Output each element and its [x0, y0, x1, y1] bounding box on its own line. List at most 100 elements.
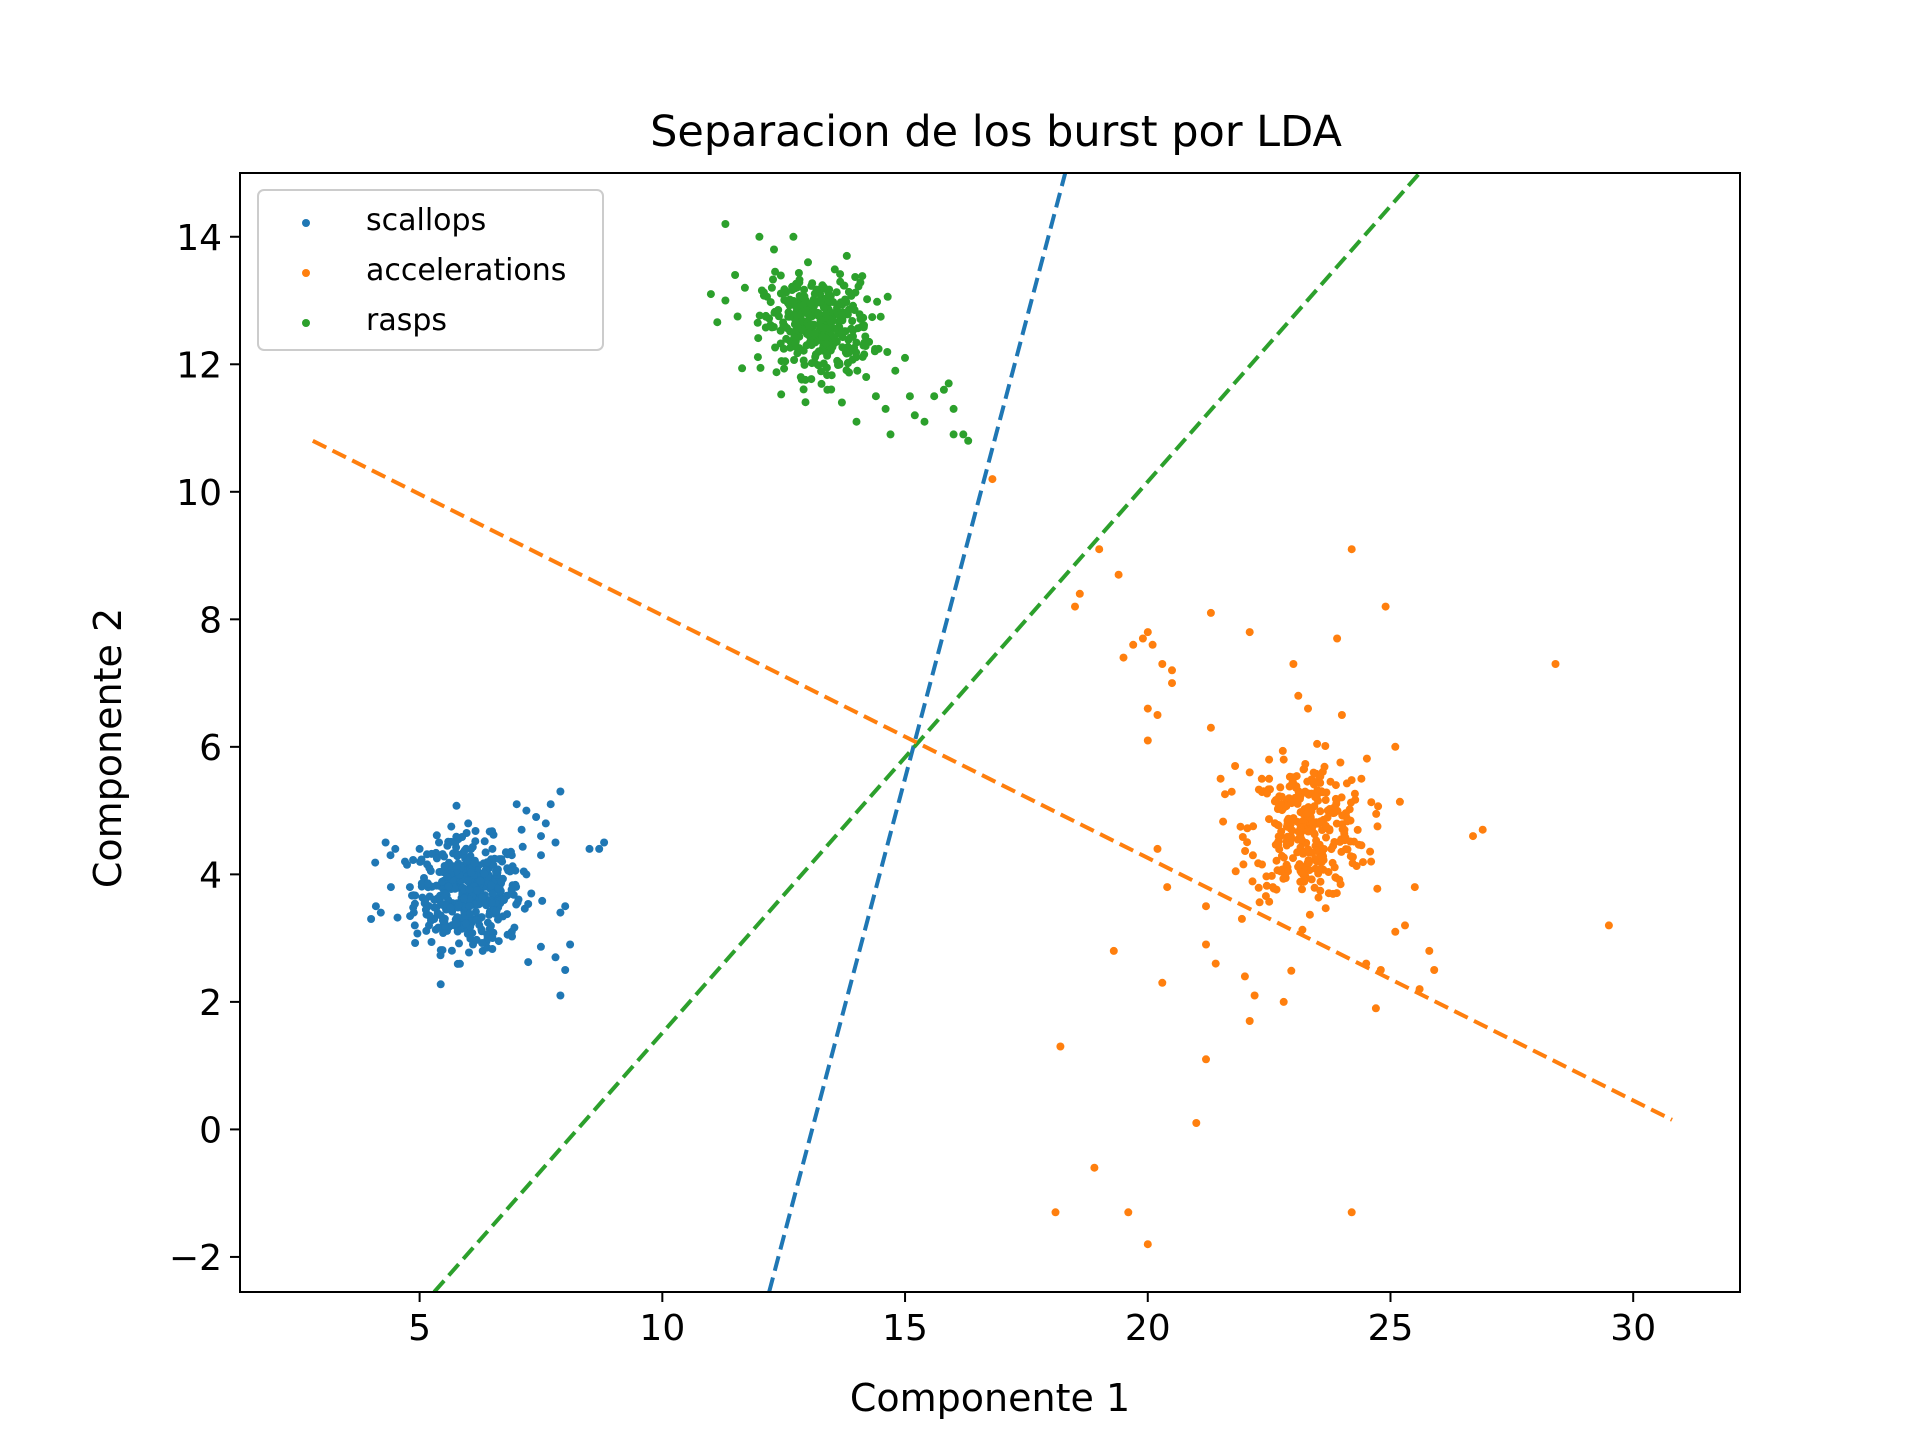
rasps-point [796, 373, 805, 382]
accelerations-point [1231, 762, 1240, 770]
accelerations-point [1308, 848, 1317, 857]
accelerations-point [1281, 872, 1290, 881]
accelerations-point [1297, 868, 1306, 877]
accelerations-point [1279, 997, 1288, 1006]
accelerations-point [1227, 787, 1236, 796]
scallops-point [495, 855, 504, 864]
rasps-point [819, 283, 828, 292]
accelerations-point [1391, 927, 1400, 936]
accelerations-point [1270, 797, 1279, 806]
accelerations-point [1109, 946, 1118, 955]
accelerations-point [1294, 691, 1303, 700]
scallops-point [472, 915, 481, 924]
legend-label-accelerations: accelerations [366, 253, 566, 288]
scallops-point [566, 940, 575, 949]
rasps-point [799, 385, 808, 394]
rasps-point [777, 390, 786, 399]
rasps-point [949, 430, 958, 439]
accelerations-point [1311, 793, 1320, 802]
accelerations-point [1304, 704, 1312, 713]
rasps-point [794, 269, 803, 277]
scallops-point [471, 837, 480, 846]
rasps-point [817, 367, 826, 376]
series-accelerations [988, 475, 1613, 1249]
rasps-point [858, 272, 867, 281]
scallops-point [455, 939, 463, 948]
rasps-point [770, 245, 778, 254]
accelerations-point [1371, 1004, 1380, 1013]
scallops-point [527, 889, 536, 898]
y-tick-label: 2 [199, 983, 222, 1024]
scallops-point [522, 806, 531, 815]
accelerations-point [1343, 817, 1352, 826]
scallops-point [423, 879, 432, 888]
accelerations-point [1336, 758, 1345, 767]
scallops-point [489, 860, 498, 869]
accelerations-point [1321, 742, 1330, 750]
accelerations-point [1143, 736, 1152, 745]
accelerations-point [1309, 768, 1318, 777]
rasps-point [838, 343, 847, 352]
x-axis-ticks: 5 10 15 20 25 30 [408, 1292, 1656, 1349]
scallops-point [465, 902, 474, 910]
scallops-point [451, 884, 459, 893]
rasps-point [862, 373, 871, 381]
accelerations-point [1296, 823, 1305, 832]
scallops-point [464, 819, 473, 828]
rasps-point [767, 283, 776, 292]
rasps-point [733, 312, 742, 321]
accelerations-point [1314, 893, 1323, 902]
rasps-point [754, 334, 763, 343]
accelerations-point [1245, 1017, 1254, 1025]
accelerations-point [1317, 858, 1326, 867]
scallops-point [492, 867, 500, 876]
scallops-point [600, 838, 609, 847]
rasps-point [801, 295, 809, 304]
rasps-point [814, 309, 823, 318]
accelerations-point [1192, 1119, 1201, 1127]
rasps-point [793, 349, 802, 358]
accelerations-point [1337, 711, 1346, 719]
scallops-point [376, 908, 385, 917]
rasps-point [840, 281, 849, 290]
accelerations-point [1295, 860, 1304, 869]
scallops-point [434, 923, 443, 932]
scallops-point [497, 877, 506, 886]
rasps-point [782, 334, 791, 343]
accelerations-point [1202, 940, 1210, 949]
accelerations-point [1206, 723, 1215, 732]
accelerations-point [1332, 873, 1341, 882]
accelerations-point [1138, 634, 1147, 643]
accelerations-point [1075, 589, 1084, 598]
scallops-point [427, 938, 436, 946]
rasps-point [852, 338, 861, 347]
rasps-point [881, 404, 890, 413]
rasps-point [860, 350, 869, 359]
rasps-point [780, 364, 789, 373]
chart-title: Separacion de los burst por LDA [650, 107, 1342, 157]
scallops-point [446, 903, 455, 912]
boundary-line-0 [767, 173, 1068, 1292]
accelerations-point [1168, 679, 1176, 688]
accelerations-point [1373, 884, 1382, 893]
rasps-point [964, 436, 973, 445]
accelerations-point [1163, 883, 1172, 892]
scallops-point [546, 800, 555, 809]
rasps-point [818, 332, 827, 341]
scallops-point [409, 908, 418, 917]
accelerations-point [1296, 877, 1305, 886]
scallops-point [481, 848, 490, 857]
scallops-point [551, 838, 560, 847]
rasps-point [801, 398, 810, 407]
accelerations-point [1290, 798, 1299, 806]
rasps-point [823, 351, 832, 360]
accelerations-point [1373, 822, 1382, 831]
accelerations-point [1410, 883, 1419, 892]
scallops-point [438, 850, 447, 859]
scallops-point [447, 946, 456, 955]
accelerations-point [1343, 845, 1352, 854]
accelerations-point [1261, 892, 1270, 901]
scallops-point [393, 913, 402, 922]
accelerations-point [1478, 825, 1487, 834]
accelerations-point [1307, 875, 1316, 884]
